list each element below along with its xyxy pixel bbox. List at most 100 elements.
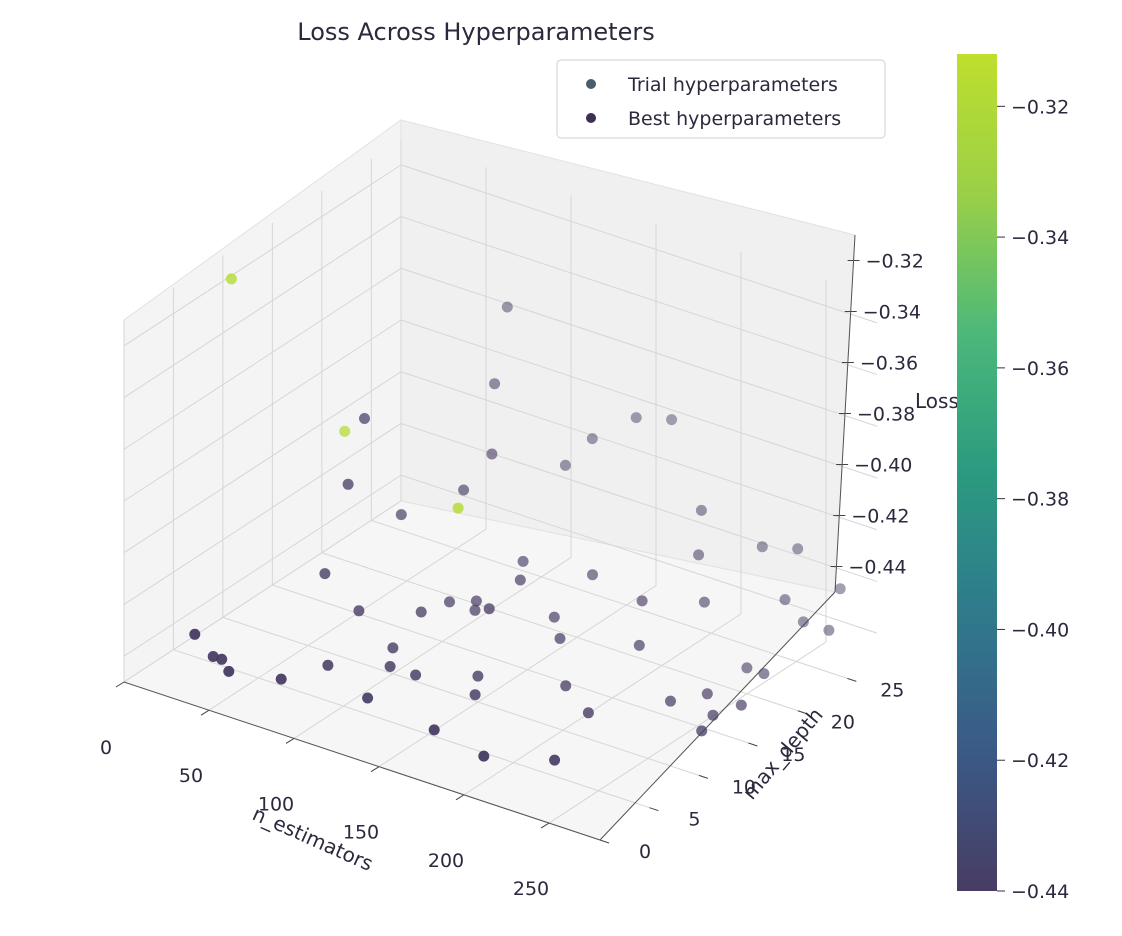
legend-label-trial: Trial hyperparameters: [627, 74, 838, 96]
x-axis-ticks: 0 50 100 150 200 250: [100, 681, 601, 900]
trial-point: [501, 301, 513, 313]
colorbar-tick-label: −0.42: [1011, 750, 1069, 772]
y-tick-mark: [847, 677, 857, 682]
x-tick-mark: [285, 738, 295, 744]
trial-point: [735, 699, 747, 711]
z-tick-label: −0.38: [857, 404, 915, 426]
z-gridline-back: [400, 319, 878, 479]
trial-point: [353, 605, 365, 617]
trial-point: [415, 606, 427, 618]
trial-point: [322, 659, 334, 671]
z-axis-label: Loss: [915, 389, 959, 413]
trial-point: [469, 604, 481, 616]
axis-panes: [122, 119, 856, 841]
trial-point: [189, 628, 201, 640]
y-gridline-floor: [173, 649, 650, 809]
trial-point: [586, 433, 598, 445]
y-tick-mark: [698, 774, 709, 779]
z-gridline-back: [400, 474, 878, 634]
z-gridline-back: [400, 267, 878, 427]
trial-point: [489, 378, 501, 390]
trial-point: [797, 616, 809, 628]
trial-point: [514, 574, 526, 586]
trial-point: [834, 583, 846, 595]
y-tick-mark: [649, 807, 659, 812]
trial-point: [216, 653, 228, 665]
colorbar-tick-label: −0.44: [1011, 881, 1069, 903]
trial-point: [223, 665, 235, 677]
z-gridline-left: [123, 216, 402, 398]
trial-point: [342, 478, 354, 490]
x-tick-label: 50: [179, 765, 203, 787]
trial-point: [559, 459, 571, 471]
trial-point: [792, 543, 804, 555]
x-tick-label: 0: [100, 737, 112, 759]
trial-point: [486, 448, 498, 460]
y-tick-label: 20: [831, 712, 855, 734]
trial-point: [582, 707, 594, 719]
x-tick-mark: [370, 766, 380, 773]
z-gridline-left: [123, 164, 402, 347]
x-gridline-floor: [123, 500, 402, 683]
trial-point: [207, 651, 219, 662]
trial-point: [633, 639, 645, 651]
trial-point: [339, 425, 351, 437]
trial-point: [701, 688, 713, 700]
x-gridline-floor: [293, 557, 572, 739]
z-tick-label: −0.42: [851, 506, 909, 528]
legend-marker-trial: [586, 79, 596, 89]
y-axis-ticks: 0 5 10 15 20 25: [599, 591, 904, 863]
y-gridline-floor: [272, 584, 749, 744]
y-tick-label: 0: [639, 841, 651, 863]
trial-point: [560, 680, 572, 692]
y-tick-label: 15: [781, 744, 805, 766]
colorbar-tick-label: −0.40: [1011, 619, 1069, 641]
y-gridline-floor: [371, 519, 848, 679]
x-axis-line: [123, 681, 601, 841]
y-tick-label: 25: [880, 679, 904, 701]
legend: Trial hyperparameters Best hyperparamete…: [556, 59, 886, 139]
scatter-points: [189, 273, 846, 766]
x-gridline-floor: [378, 585, 657, 768]
colorbar-ticks: −0.44 −0.42 −0.40 −0.38 −0.36 −0.34 −0.32: [997, 96, 1069, 903]
trial-point: [695, 504, 707, 516]
x-gridline-floor: [463, 613, 742, 796]
z-tick-label: −0.44: [848, 557, 906, 579]
trial-point: [666, 414, 678, 426]
y-tick-mark: [797, 710, 808, 715]
colorbar-tick-label: −0.34: [1011, 227, 1069, 249]
x-tick-mark: [540, 822, 550, 829]
y-tick-mark: [599, 839, 610, 844]
trial-point: [665, 695, 676, 707]
trial-point: [707, 709, 719, 721]
z-gridline-left: [123, 371, 402, 554]
trial-point: [472, 670, 484, 682]
z-gridline-left: [123, 319, 402, 502]
z-gridline-left: [123, 423, 402, 605]
trial-point: [636, 595, 648, 607]
x-gridline-floor: [548, 641, 827, 824]
z-gridline-back: [400, 371, 878, 531]
z-tick-label: −0.34: [863, 302, 921, 324]
z-tick-label: −0.40: [854, 455, 912, 477]
z-axis-ticks: −0.44 −0.42 −0.40 −0.38 −0.36 −0.34 −0.32: [830, 234, 924, 593]
z-tick-label: −0.32: [866, 251, 924, 273]
x-gridline-floor: [208, 528, 487, 711]
z-gridline-back: [400, 216, 878, 376]
y-tick-label: 5: [688, 809, 700, 831]
best-point: [275, 673, 287, 685]
x-tick-label: 100: [258, 793, 294, 815]
colorbar: −0.44 −0.42 −0.40 −0.38 −0.36 −0.34 −0.32: [957, 54, 1069, 903]
trial-point: [319, 568, 331, 580]
trial-point: [756, 541, 768, 553]
z-tick-label: −0.36: [860, 353, 918, 375]
colorbar-tick-label: −0.38: [1011, 489, 1069, 511]
colorbar-gradient: [957, 54, 997, 891]
trial-point: [483, 603, 495, 615]
y-axis-label: max_depth: [738, 703, 828, 804]
x-tick-label: 250: [513, 878, 549, 900]
trial-point: [779, 594, 791, 606]
x-tick-mark: [200, 709, 210, 716]
trial-point: [517, 555, 529, 567]
